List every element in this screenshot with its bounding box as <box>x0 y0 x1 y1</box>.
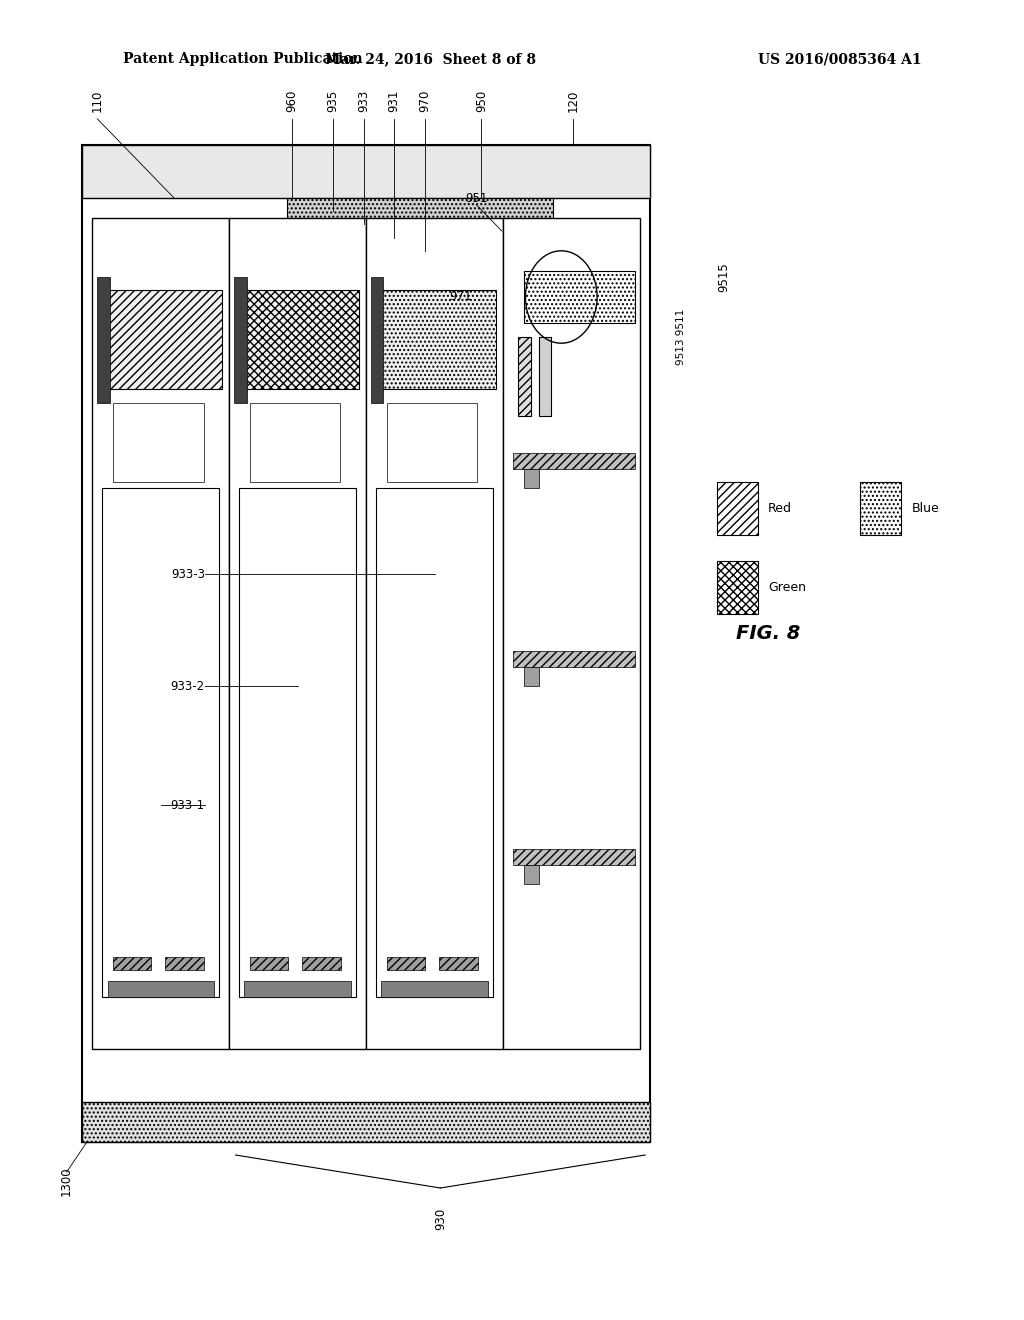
Bar <box>229 218 367 1049</box>
Bar <box>518 337 530 416</box>
Bar <box>367 218 503 1049</box>
Text: 931: 931 <box>388 90 400 112</box>
Bar <box>439 957 478 970</box>
Bar <box>513 849 635 865</box>
Bar <box>539 337 551 416</box>
Bar <box>375 290 496 389</box>
Bar <box>372 277 384 403</box>
Bar <box>113 957 152 970</box>
Bar <box>860 482 901 535</box>
Bar <box>377 488 493 997</box>
Bar <box>108 981 214 997</box>
Bar <box>307 251 532 275</box>
Text: 120: 120 <box>567 90 580 112</box>
Text: 9515: 9515 <box>717 263 730 292</box>
Bar <box>92 218 229 1049</box>
Text: US 2016/0085364 A1: US 2016/0085364 A1 <box>758 53 922 66</box>
Bar <box>523 271 635 323</box>
Bar <box>523 865 539 884</box>
Bar <box>82 145 650 1142</box>
Text: Patent Application Publication: Patent Application Publication <box>123 53 362 66</box>
Text: 951: 951 <box>465 191 487 205</box>
Bar <box>387 403 477 482</box>
Bar <box>307 227 532 251</box>
Text: 1300: 1300 <box>60 1167 73 1196</box>
Bar <box>82 145 650 198</box>
Bar <box>717 482 758 535</box>
Bar <box>97 277 110 403</box>
Text: 971: 971 <box>450 290 472 304</box>
Bar <box>82 1102 650 1142</box>
Text: 950: 950 <box>475 90 487 112</box>
Text: Blue: Blue <box>911 502 939 515</box>
Bar <box>382 981 487 997</box>
Bar <box>113 403 204 482</box>
Text: 960: 960 <box>286 90 298 112</box>
Text: 970: 970 <box>419 90 431 112</box>
Bar <box>302 957 341 970</box>
Bar <box>166 957 204 970</box>
Bar <box>513 453 635 469</box>
Text: Mar. 24, 2016  Sheet 8 of 8: Mar. 24, 2016 Sheet 8 of 8 <box>325 53 536 66</box>
Bar <box>100 290 222 389</box>
Bar <box>250 403 340 482</box>
Text: 110: 110 <box>91 90 103 112</box>
Text: FIG. 8: FIG. 8 <box>736 624 800 643</box>
Text: 933-3: 933-3 <box>171 568 205 581</box>
Bar <box>717 561 758 614</box>
Bar <box>240 488 356 997</box>
Text: 930: 930 <box>434 1208 446 1230</box>
Text: 933-2: 933-2 <box>171 680 205 693</box>
Bar <box>387 957 425 970</box>
Bar <box>523 667 539 686</box>
Bar <box>245 981 350 997</box>
Bar <box>503 218 640 1049</box>
Bar <box>312 294 527 310</box>
Bar <box>250 957 288 970</box>
Bar <box>523 469 539 488</box>
Bar <box>234 277 247 403</box>
Bar <box>102 488 219 997</box>
Bar <box>312 275 527 294</box>
Text: 9513 9511: 9513 9511 <box>676 309 686 364</box>
Bar <box>287 198 553 227</box>
Bar <box>238 290 359 389</box>
Text: 933-1: 933-1 <box>171 799 205 812</box>
Text: 935: 935 <box>327 90 339 112</box>
Text: 933: 933 <box>357 90 370 112</box>
Text: Green: Green <box>768 581 806 594</box>
Bar <box>513 651 635 667</box>
Text: Red: Red <box>768 502 792 515</box>
